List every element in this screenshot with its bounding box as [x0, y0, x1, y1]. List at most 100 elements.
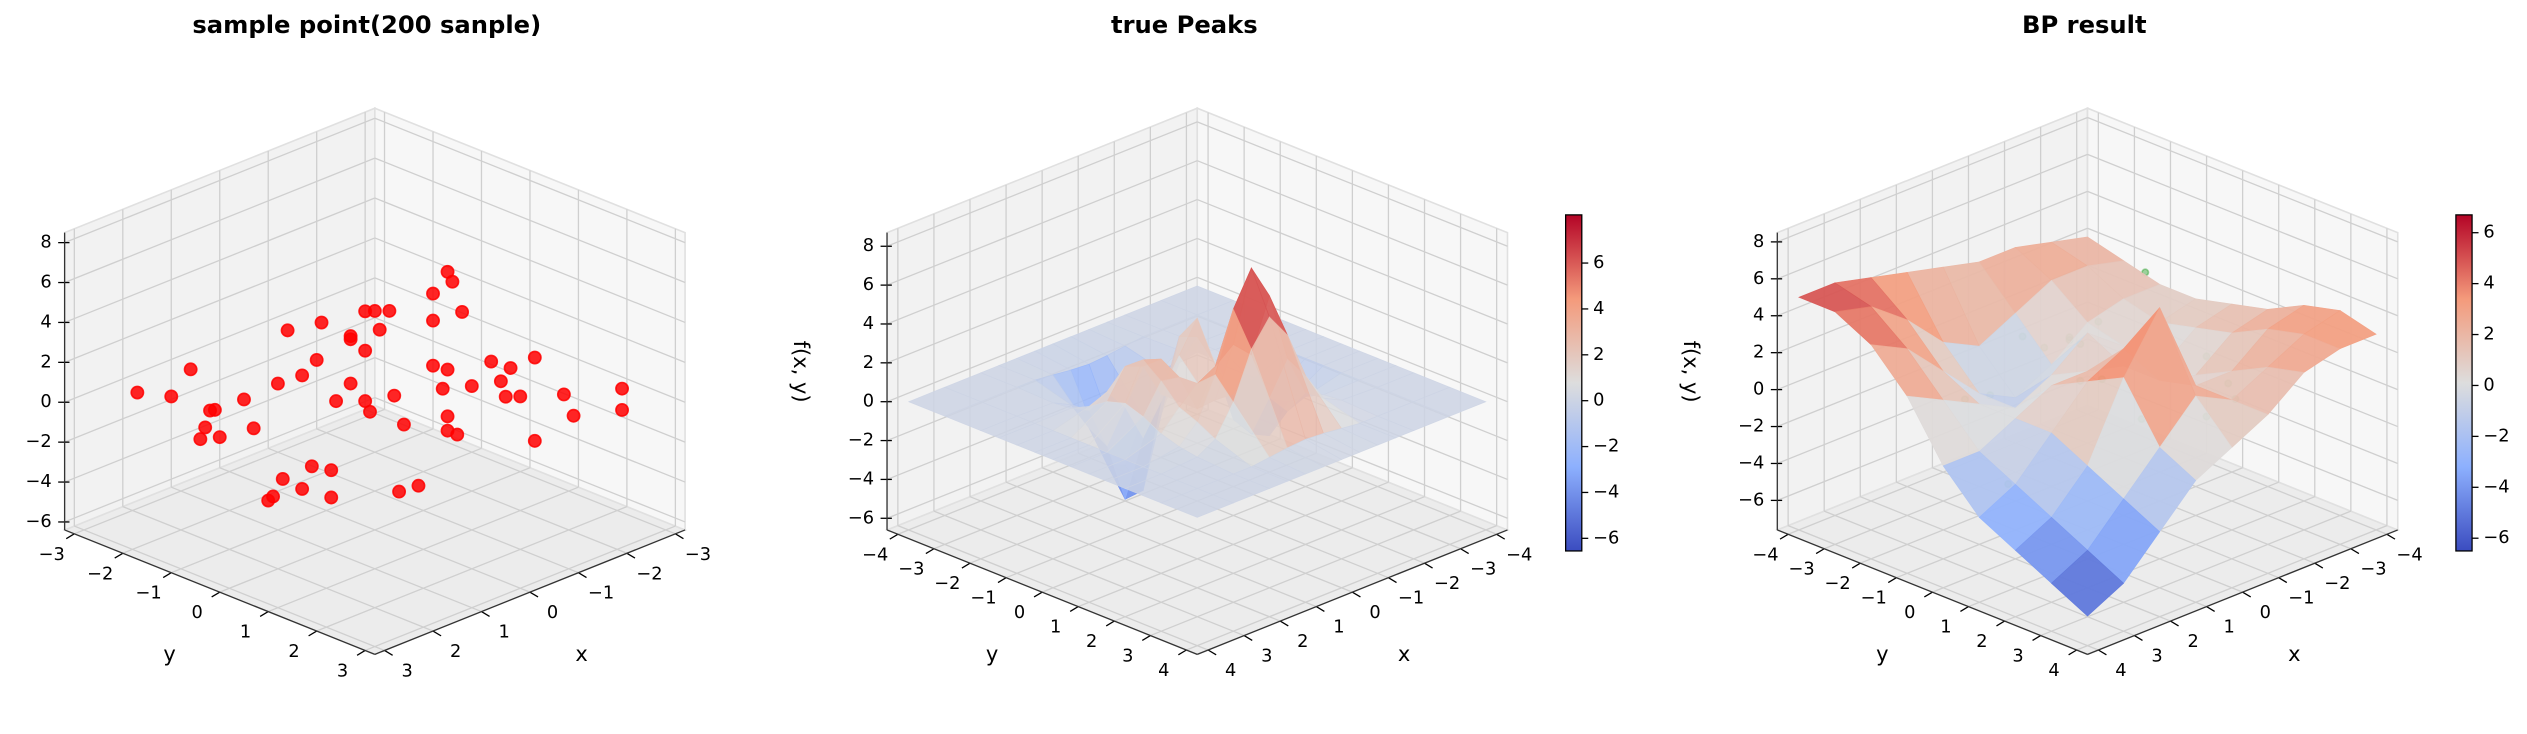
- y-tick-label: 2: [288, 642, 299, 662]
- x-tick: [1243, 634, 1253, 641]
- point: [396, 417, 411, 432]
- y-axis-line: [1777, 529, 2088, 655]
- point: [450, 427, 465, 442]
- grid-line: [886, 121, 1198, 247]
- grid-line: [64, 317, 376, 443]
- x-tick: [384, 649, 393, 656]
- colorbar-tick-label: −6: [1593, 528, 1619, 548]
- z-tick-label: 0: [863, 392, 874, 412]
- x-tick: [1460, 548, 1469, 555]
- point: [615, 381, 630, 396]
- x-tick: [578, 572, 587, 579]
- colorbar-tick-label: −6: [2483, 528, 2509, 548]
- point: [445, 274, 460, 289]
- colorbar-tick-label: 2: [2483, 325, 2494, 345]
- x-tick: [2242, 591, 2252, 598]
- grid-line: [1077, 481, 1389, 608]
- colorbar-tick-label: 4: [2483, 274, 2494, 294]
- y-tick-label: −3: [898, 560, 924, 580]
- x-tick: [2098, 649, 2107, 656]
- z-tick-label: 6: [863, 275, 874, 295]
- y-tick-label: −3: [39, 545, 65, 565]
- x-tick: [2134, 634, 2143, 641]
- grid-line: [122, 428, 434, 554]
- point: [304, 459, 319, 474]
- grid-line: [1197, 121, 1508, 247]
- grid-line: [374, 277, 686, 403]
- point: [358, 394, 373, 409]
- point: [411, 478, 426, 493]
- x-tick-label: 0: [2260, 603, 2271, 623]
- grid-line: [1197, 237, 1508, 364]
- x-tick-label: 1: [2224, 618, 2235, 638]
- grid-line: [267, 486, 579, 613]
- point: [556, 387, 571, 402]
- y-tick: [1887, 577, 1897, 584]
- y-tick: [114, 552, 124, 559]
- x-tick: [2314, 562, 2324, 569]
- x-tick: [2170, 620, 2179, 627]
- point: [464, 379, 479, 394]
- point: [193, 432, 208, 447]
- grid-line: [64, 197, 376, 324]
- grid-line: [2040, 510, 2352, 637]
- z-tick-label: 2: [863, 353, 874, 373]
- grid-line: [2087, 190, 2398, 317]
- point: [426, 358, 440, 373]
- point: [426, 286, 440, 301]
- y-tick: [259, 611, 269, 617]
- z-tick-label: −6: [1738, 490, 1764, 510]
- point: [207, 402, 222, 417]
- grid-line: [64, 396, 376, 523]
- z-tick-label: −6: [25, 512, 51, 532]
- y-tick: [308, 630, 318, 637]
- grid-line: [886, 198, 1198, 325]
- y-tick: [1105, 620, 1115, 627]
- z-tick-label: 2: [40, 352, 51, 372]
- grid-line: [374, 157, 686, 284]
- x-tick-label: −2: [2324, 574, 2350, 594]
- z-axis-label: f(x, y): [789, 341, 813, 403]
- y-tick: [65, 533, 75, 540]
- x-tick: [1424, 562, 1433, 569]
- x-tick: [1315, 606, 1325, 613]
- point: [426, 313, 440, 328]
- colorbar-tick-label: 4: [1593, 299, 1604, 319]
- point: [382, 303, 397, 318]
- x-axis-line: [1197, 529, 1508, 655]
- z-tick-label: 4: [40, 312, 51, 332]
- x-tick-label: 2: [1297, 632, 1308, 652]
- point: [324, 490, 339, 505]
- grid-line: [64, 117, 376, 244]
- point: [266, 489, 281, 504]
- grid-line: [64, 157, 376, 284]
- y-tick: [1996, 620, 2005, 627]
- point: [130, 385, 145, 400]
- grid-line: [1197, 160, 1508, 286]
- grid-line: [2087, 153, 2398, 280]
- surface-patch: [1160, 488, 1235, 518]
- y-tick-label: −1: [970, 589, 996, 609]
- colorbar-tick-label: −2: [1593, 437, 1619, 457]
- point: [498, 389, 513, 404]
- grid-line: [1186, 525, 1497, 651]
- grid-line: [64, 277, 376, 403]
- point: [246, 421, 261, 436]
- x-axis-label: x: [2288, 642, 2300, 666]
- grid-line: [364, 525, 676, 652]
- colorbar-tick-label: 0: [1593, 391, 1604, 411]
- y-tick-label: −4: [862, 545, 888, 565]
- grid-line: [171, 447, 482, 574]
- x-tick: [2350, 548, 2360, 555]
- chart-title: true Peaks: [1111, 11, 1258, 39]
- y-tick-label: 3: [337, 661, 348, 681]
- point: [164, 389, 179, 404]
- point: [343, 376, 358, 391]
- z-tick-label: −4: [25, 472, 51, 492]
- y-tick-label: 3: [2012, 647, 2023, 667]
- z-tick-label: −4: [1738, 453, 1764, 473]
- z-tick-label: 6: [40, 273, 51, 293]
- x-tick-label: −4: [1506, 545, 1532, 565]
- grid-line: [1777, 153, 2088, 280]
- z-tick-label: 0: [40, 392, 51, 412]
